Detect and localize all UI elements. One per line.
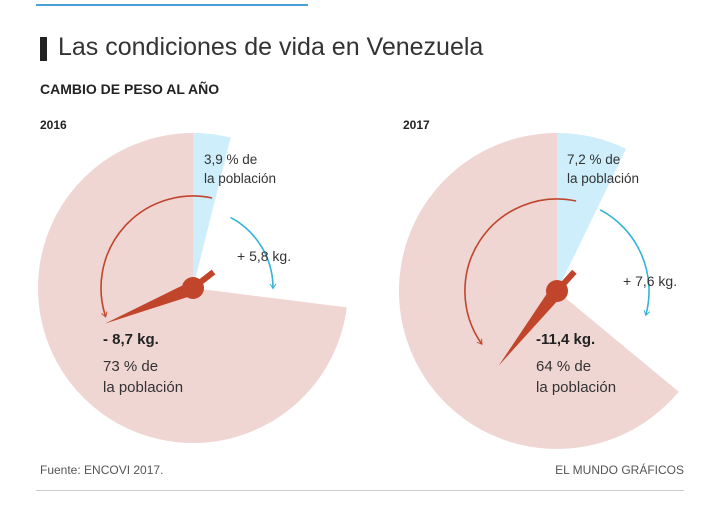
year-label-2017: 2017	[403, 118, 430, 132]
bottom-rule	[36, 490, 684, 491]
gain-kg-label-2016: + 5,8 kg.	[237, 248, 292, 264]
title-bar-icon	[40, 37, 47, 61]
pie-2017	[398, 132, 679, 449]
gain-share-line2-2016: la población	[204, 171, 277, 186]
needle-hub-icon-2016	[182, 277, 204, 299]
credit-note: EL MUNDO GRÁFICOS	[555, 463, 684, 477]
year-label-2016: 2016	[40, 118, 67, 132]
loss-share-label-2017: 64 % de la población	[536, 356, 616, 398]
chart-title: Las condiciones de vida en Venezuela	[58, 33, 484, 61]
gain-kg-label-2017: + 7,6 kg.	[623, 273, 678, 289]
loss-arrow-icon-2017	[464, 198, 577, 345]
gain-share-line2-2017: la población	[567, 171, 640, 186]
gain-slice-2017	[557, 133, 627, 291]
gain-share-label-2017: 7,2 % de la población	[567, 150, 639, 188]
pie-2016	[38, 132, 347, 443]
gain-arrow-icon-2017	[599, 209, 651, 317]
loss-share-label-2016: 73 % de la población	[103, 356, 183, 398]
loss-arrow-icon-2016	[100, 195, 213, 318]
needle-tail-2016	[104, 281, 196, 324]
needle-hub-icon-2017	[546, 280, 568, 302]
loss-slice-2017	[398, 132, 679, 449]
loss-kg-label-2016: - 8,7 kg.	[103, 331, 159, 348]
loss-share-line1-2017: 64 % de	[536, 358, 592, 375]
source-note: Fuente: ENCOVI 2017.	[40, 463, 164, 477]
top-rule	[36, 4, 308, 6]
loss-share-line2-2017: la población	[536, 379, 617, 396]
loss-share-line2-2016: la población	[103, 379, 184, 396]
needle-tail-2017	[498, 286, 563, 366]
gain-share-line1-2016: 3,9 % de	[204, 152, 258, 167]
loss-share-line1-2016: 73 % de	[103, 358, 159, 375]
gain-share-label-2016: 3,9 % de la población	[204, 150, 276, 188]
gain-slice-2016	[193, 132, 231, 288]
loss-kg-label-2017: -11,4 kg.	[536, 331, 596, 348]
chart-subtitle: CAMBIO DE PESO AL AÑO	[40, 81, 220, 97]
gain-share-line1-2017: 7,2 % de	[567, 152, 621, 167]
gain-arrow-icon-2016	[230, 216, 277, 290]
